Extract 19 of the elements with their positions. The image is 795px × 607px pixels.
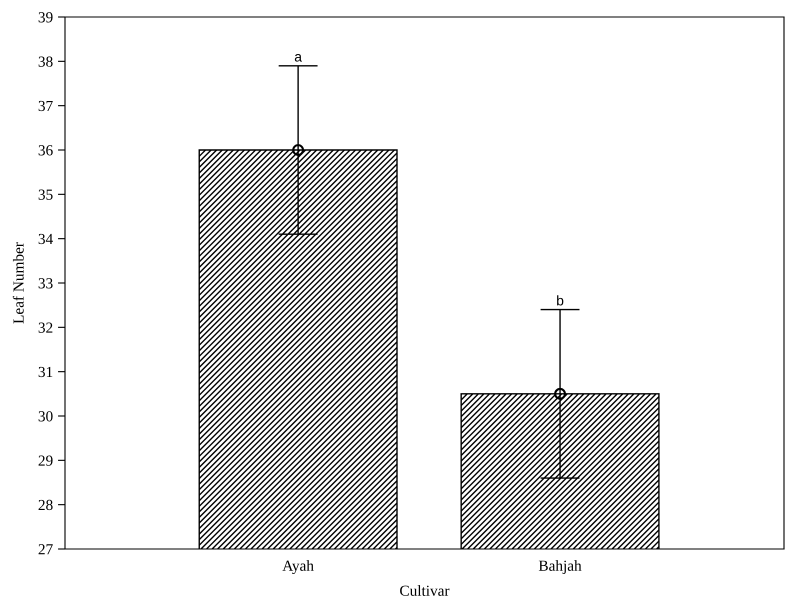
y-tick-label: 39	[38, 12, 53, 22]
annotation: b	[557, 295, 564, 306]
y-tick-label: 35	[38, 190, 53, 200]
x-tick-label: Ayah	[282, 560, 314, 574]
x-tick-label: Bahjah	[538, 560, 582, 574]
y-tick-label: 38	[38, 56, 53, 67]
y-tick-label: 29	[38, 456, 53, 466]
y-axis-title: Leaf Number	[12, 242, 24, 324]
y-tick-label: 30	[38, 411, 53, 422]
y-tick-label: 34	[38, 234, 53, 244]
y-tick-label: 33	[38, 278, 53, 288]
y-tick-label: 37	[38, 100, 53, 112]
y-tick-label: 36	[38, 145, 53, 156]
y-tick-label: 28	[38, 500, 53, 510]
y-tick-label: 31	[38, 366, 52, 378]
x-axis-title: Cultivar	[400, 585, 450, 596]
y-tick-label: 32	[38, 322, 52, 333]
annotation: a	[294, 54, 302, 62]
y-tick-label: 27	[38, 544, 53, 554]
